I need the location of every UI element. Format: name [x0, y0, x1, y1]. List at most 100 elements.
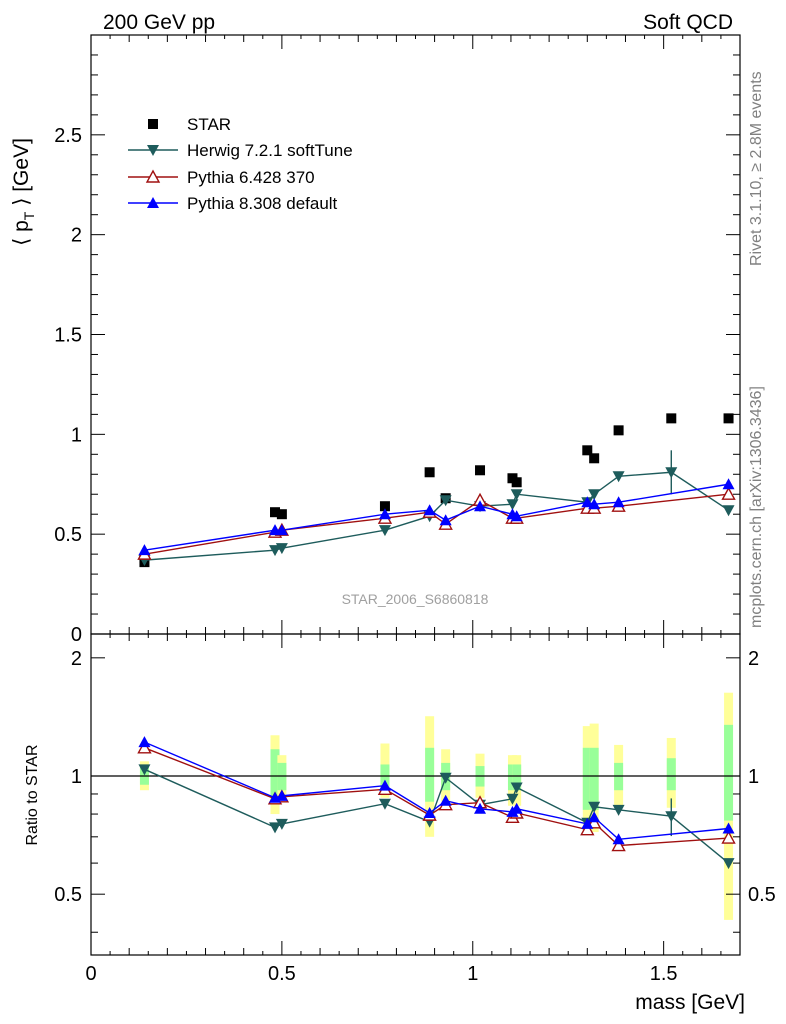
data-point [582, 445, 593, 456]
data-point [439, 514, 452, 526]
legend-label: Pythia 8.308 default [187, 194, 338, 213]
legend-label: Herwig 7.2.1 softTune [187, 141, 353, 160]
data-point [722, 478, 735, 490]
analysis-watermark: STAR_2006_S6860818 [342, 591, 489, 607]
y-tick-label: 1 [71, 424, 82, 446]
ratio-y-axis-label: Ratio to STAR [24, 744, 41, 845]
ratio-data-point [580, 822, 595, 836]
ratio-data-point [722, 858, 735, 870]
ratio-data-point [612, 804, 625, 816]
data-point [665, 467, 678, 479]
ratio-data-point [378, 779, 391, 791]
rivet-version-label: Rivet 3.1.10, ≥ 2.8M events [748, 71, 765, 266]
y-tick-label: 0 [71, 624, 82, 646]
ratio-data-point [474, 802, 487, 814]
data-point [269, 545, 282, 557]
legend-label: Pythia 6.428 370 [187, 168, 315, 187]
ratio-data-point [611, 838, 626, 852]
uncertainty-band-inner [589, 747, 599, 810]
data-point [666, 413, 677, 424]
data-point [379, 501, 390, 512]
ratio-data-point [581, 817, 594, 829]
y-label-close: ⟩ [GeV] [10, 138, 33, 212]
ratio-y-tick-label: 1 [71, 766, 82, 788]
data-point [612, 471, 625, 483]
data-point [270, 507, 281, 518]
series-line [144, 493, 729, 555]
x-tick-label: 0.5 [268, 963, 296, 985]
x-tick-label: 1 [467, 963, 478, 985]
ratio-data-point [138, 736, 151, 748]
ratio-data-point [588, 811, 601, 823]
ratio-data-point [137, 740, 152, 754]
data-point [721, 486, 736, 500]
series-line [144, 471, 729, 561]
ratio-data-point [378, 798, 391, 810]
ratio-y-tick-label: 0.5 [54, 884, 82, 906]
y-tick-label: 1.5 [54, 325, 82, 347]
data-point [506, 499, 519, 511]
data-point [424, 467, 435, 478]
data-point [723, 413, 734, 424]
y-label-open: ⟨ p [10, 220, 33, 246]
legend-marker [147, 145, 159, 156]
legend-label: STAR [187, 115, 231, 134]
ratio-y-tick-label-right: 1 [748, 766, 759, 788]
y-tick-label: 2.5 [54, 125, 82, 147]
ratio-series-line [144, 747, 729, 847]
ratio-plot-frame [90, 633, 741, 956]
x-axis-label: mass [GeV] [635, 991, 745, 1014]
ratio-y-tick-label-right: 2 [748, 648, 759, 670]
ratio-y-tick-label-right: 0.5 [748, 884, 776, 906]
data-point [275, 524, 288, 536]
header-left-label: 200 GeV pp [103, 11, 215, 34]
x-tick-label: 0 [85, 963, 96, 985]
ratio-data-point [588, 801, 601, 813]
data-point [275, 543, 288, 555]
ratio-data-point [721, 830, 736, 844]
ratio-data-point [423, 806, 436, 818]
data-point [475, 465, 486, 476]
ratio-panel: 0 0.5 1 1.5 0.5 0.5 1 1 2 2 [54, 633, 776, 985]
ratio-data-point [722, 822, 735, 834]
data-point [510, 489, 523, 501]
data-point [423, 504, 436, 516]
uncertainty-band-inner [425, 747, 435, 802]
mcplots-label: mcplots.cern.ch [arXiv:1306.3436] [748, 386, 765, 628]
header-right-label: Soft QCD [643, 11, 733, 34]
data-point [722, 505, 735, 517]
y-tick-label: 2 [71, 225, 82, 247]
uncertainty-band-inner [512, 764, 522, 791]
ratio-y-tick-label: 2 [71, 648, 82, 670]
y-tick-label: 0.5 [54, 524, 82, 546]
data-point [581, 496, 594, 508]
ratio-data-point [506, 793, 519, 805]
legend-marker [145, 169, 161, 183]
ratio-data-point [138, 764, 151, 776]
data-point [138, 544, 151, 556]
ratio-data-point [275, 818, 288, 830]
ratio-data-point [665, 811, 678, 823]
data-point [588, 489, 601, 501]
uncertainty-band-inner [666, 758, 676, 791]
ratio-data-point [612, 833, 625, 845]
main-y-axis-label: ⟨ pT ⟩ [GeV] [10, 138, 37, 246]
legend: STAR Herwig 7.2.1 softTune Pythia 6.428 37… [128, 115, 353, 213]
data-point [613, 425, 624, 436]
data-point [276, 509, 287, 520]
data-point [474, 500, 487, 512]
uncertainty-band-inner [582, 747, 592, 810]
main-panel: 0 0.5 1 1.5 2 2.5 [54, 34, 741, 955]
legend-marker [147, 197, 159, 208]
data-point [439, 495, 452, 507]
ratio-data-point [510, 802, 523, 814]
data-point [612, 496, 625, 508]
x-tick-label: 1.5 [650, 963, 678, 985]
ratio-data-point [439, 794, 452, 806]
data-point [588, 498, 601, 510]
y-label-sub: T [21, 211, 37, 220]
legend-marker [148, 119, 158, 129]
data-point [511, 477, 522, 488]
ratio-series-line [144, 768, 729, 864]
